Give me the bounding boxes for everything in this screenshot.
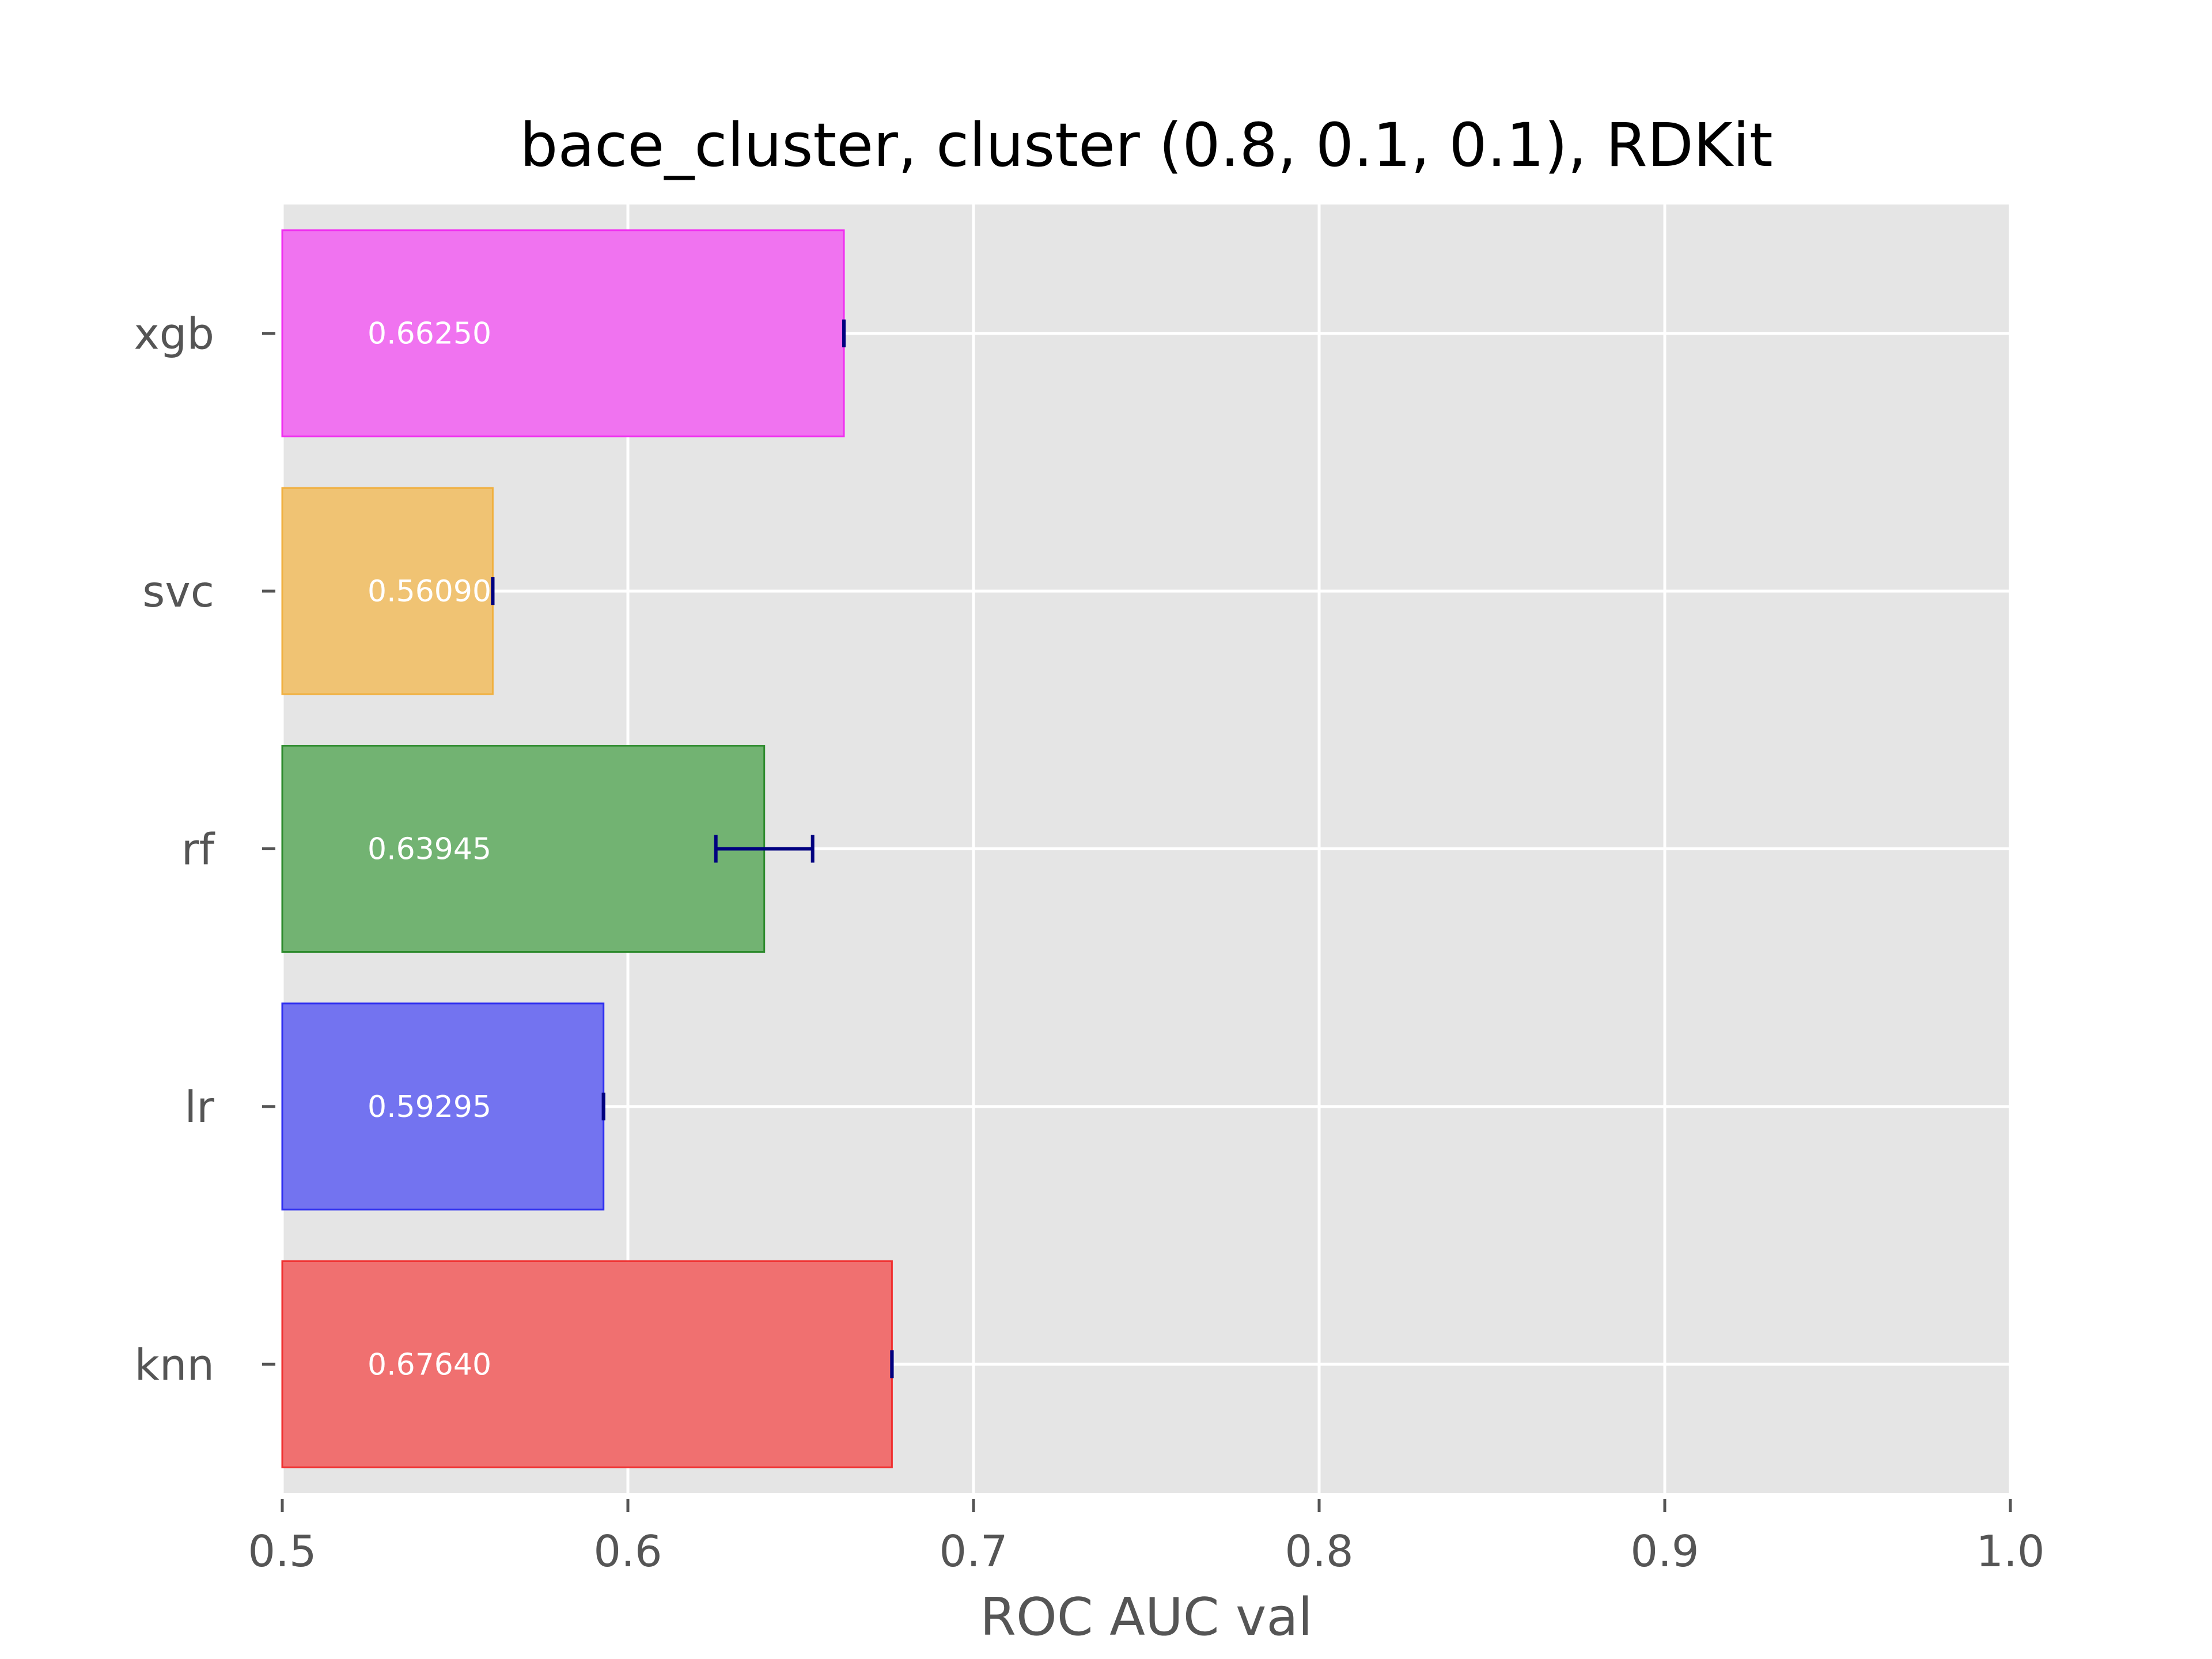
y-tick-label-rf: rf [181,824,215,875]
y-tick-label-lr: lr [184,1082,214,1132]
data-label-xgb: 0.66250 [368,317,491,351]
bars [281,229,893,1468]
x-tick-label-4: 0.9 [1630,1526,1699,1577]
data-label-svc: 0.56090 [368,574,491,609]
x-tick-label-5: 1.0 [1976,1526,2044,1577]
data-label-rf: 0.63945 [368,832,491,867]
error-bars [491,319,894,1378]
data-label-lr: 0.59295 [368,1090,491,1124]
error-bar-rf [714,835,815,863]
x-tick-label-1: 0.6 [593,1526,662,1577]
data-label-knn: 0.67640 [368,1347,491,1382]
x-tick-label-3: 0.8 [1285,1526,1353,1577]
bar-rf [281,745,766,953]
x-tick-label-2: 0.7 [939,1526,1007,1577]
x-tick-label-0: 0.5 [248,1526,316,1577]
bar-knn [281,1260,893,1468]
y-tick-label-svc: svc [142,566,214,617]
x-axis: 0.5 0.6 0.7 0.8 0.9 1.0 [248,1499,2045,1577]
y-tick-label-knn: knn [134,1339,214,1390]
y-tick-label-xgb: xgb [134,309,214,359]
bar-xgb [281,229,845,438]
data-labels: 0.67640 0.59295 0.63945 0.56090 0.66250 [368,317,491,1382]
chart-title: bace_cluster, cluster (0.8, 0.1, 0.1), R… [520,110,1772,180]
x-axis-label: ROC AUC val [980,1587,1312,1647]
y-axis: knn lr rf svc xgb [134,309,275,1390]
